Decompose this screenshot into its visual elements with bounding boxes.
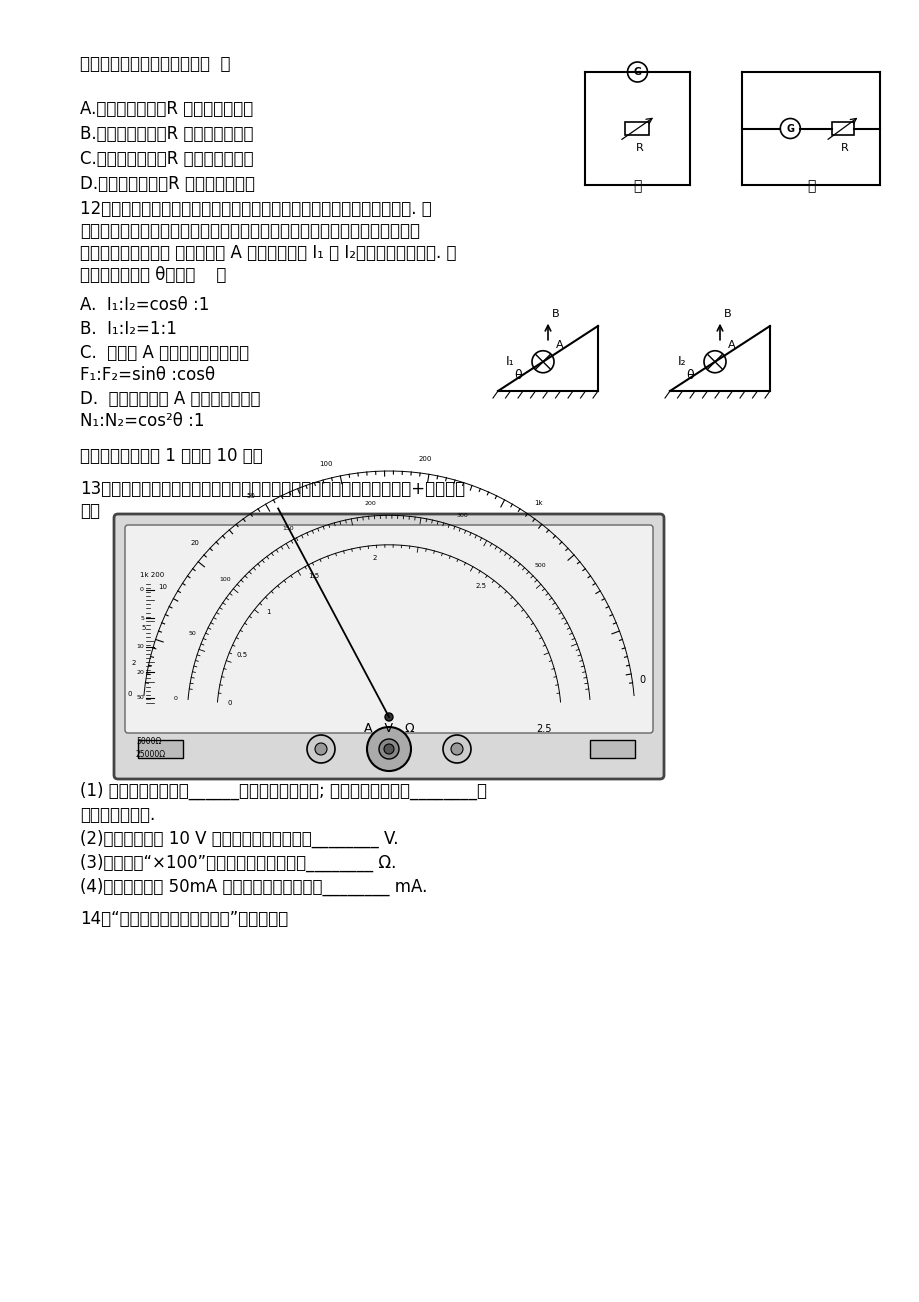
Text: 13、如图为一正在测量中的多用电表盘，使用时红表笔插入多用表的正（+）插孔，: 13、如图为一正在测量中的多用电表盘，使用时红表笔插入多用表的正（+）插孔， — [80, 480, 465, 497]
Circle shape — [443, 736, 471, 763]
Text: 们所在空间有磁感应强度大小相等的匀强磁场，但方向不同，一次垂直斜面向: 们所在空间有磁感应强度大小相等的匀强磁场，但方向不同，一次垂直斜面向 — [80, 223, 420, 240]
Text: 三、实验题（每空 1 分，共 10 分）: 三、实验题（每空 1 分，共 10 分） — [80, 447, 263, 465]
Text: 20: 20 — [190, 539, 199, 546]
Text: 100: 100 — [219, 577, 231, 582]
Text: 150: 150 — [282, 526, 294, 530]
FancyBboxPatch shape — [125, 525, 652, 733]
Text: 2: 2 — [372, 555, 377, 561]
Circle shape — [379, 740, 399, 759]
Text: 50: 50 — [187, 631, 196, 635]
Text: N₁:N₂=cos²θ :1: N₁:N₂=cos²θ :1 — [80, 411, 204, 430]
Circle shape — [314, 743, 326, 755]
Text: 14、“测定电池的电动势和内阵”的实验中：: 14、“测定电池的电动势和内阵”的实验中： — [80, 910, 288, 928]
Text: 25000Ω: 25000Ω — [136, 750, 166, 759]
Text: θ: θ — [686, 368, 693, 381]
Text: 知斜面的倾角为 θ，则（    ）: 知斜面的倾角为 θ，则（ ） — [80, 266, 226, 284]
Text: I₂: I₂ — [676, 355, 686, 368]
Text: 1k: 1k — [534, 500, 542, 506]
Text: R: R — [635, 143, 642, 154]
Text: A: A — [727, 340, 735, 350]
Circle shape — [307, 736, 335, 763]
Text: B.  I₁:I₂=1:1: B. I₁:I₂=1:1 — [80, 320, 176, 339]
Text: 笔流入多用电表.: 笔流入多用电表. — [80, 806, 155, 824]
Text: I₁: I₁ — [505, 355, 514, 368]
Text: 200: 200 — [364, 501, 376, 506]
Text: 200: 200 — [418, 456, 432, 462]
Text: 2.5: 2.5 — [475, 583, 485, 589]
Bar — [138, 740, 183, 758]
Text: B.甲表是电流表，R 减小时量程减小: B.甲表是电流表，R 减小时量程减小 — [80, 125, 254, 143]
Text: 2.5: 2.5 — [536, 724, 551, 734]
Text: (4)如果是用直流 50mA 档测量电流，则读数为________ mA.: (4)如果是用直流 50mA 档测量电流，则读数为________ mA. — [80, 878, 427, 896]
Text: 0: 0 — [127, 691, 131, 698]
Circle shape — [367, 727, 411, 771]
Text: 5000Ω: 5000Ω — [136, 737, 161, 746]
Text: G: G — [786, 124, 793, 134]
Text: (2)如果是用直流 10 V 档测量电压，则读数为________ V.: (2)如果是用直流 10 V 档测量电压，则读数为________ V. — [80, 829, 398, 849]
Text: B: B — [723, 309, 731, 319]
Circle shape — [384, 713, 392, 721]
Text: C.乙表是电压表，R 减小时量程增大: C.乙表是电压表，R 减小时量程增大 — [80, 150, 254, 168]
Text: 5: 5 — [140, 616, 144, 621]
Text: 0: 0 — [140, 587, 144, 592]
Text: A.  I₁:I₂=cosθ :1: A. I₁:I₂=cosθ :1 — [80, 296, 210, 314]
Text: F₁:F₂=sinθ :cosθ: F₁:F₂=sinθ :cosθ — [80, 366, 215, 384]
Text: 12、在同一光滑斜面上放同一导体棒，右、如图所示是两种情况的剖面图. 它: 12、在同一光滑斜面上放同一导体棒，右、如图所示是两种情况的剖面图. 它 — [80, 201, 431, 217]
Text: 300: 300 — [456, 513, 468, 518]
Text: 50: 50 — [246, 493, 255, 499]
Text: 上，另一次竖直向上 两次导体棒 A 分别通有电流 I₁ 和 I₂，都处于静止平衡. 已: 上，另一次竖直向上 两次导体棒 A 分别通有电流 I₁ 和 I₂，都处于静止平衡… — [80, 243, 456, 262]
Text: 乙: 乙 — [806, 178, 814, 193]
Text: 2: 2 — [131, 660, 136, 665]
Text: R: R — [840, 143, 847, 154]
Text: A.甲表是电流表，R 减小时量程增大: A.甲表是电流表，R 减小时量程增大 — [80, 100, 253, 118]
Circle shape — [703, 350, 725, 372]
Text: 0: 0 — [227, 700, 232, 706]
Circle shape — [383, 743, 393, 754]
Text: θ: θ — [514, 368, 521, 381]
Text: 0.5: 0.5 — [236, 651, 247, 658]
Bar — [589, 740, 634, 758]
Text: 100: 100 — [319, 461, 333, 467]
Text: A: A — [555, 340, 563, 350]
Text: D.  斜面对导体棒 A 的弹力大小之比: D. 斜面对导体棒 A 的弹力大小之比 — [80, 391, 260, 408]
Circle shape — [450, 743, 462, 755]
Text: 20: 20 — [136, 669, 144, 674]
Text: 50: 50 — [136, 695, 144, 700]
Text: 0: 0 — [174, 695, 177, 700]
Text: (1) 测电阵时，电流从______表笔流出多用电表; 测电压时，电流从________表: (1) 测电阵时，电流从______表笔流出多用电表; 测电压时，电流从____… — [80, 783, 486, 801]
Text: (3)如果是用“×100”档测量电阵，则读数为________ Ω.: (3)如果是用“×100”档测量电阵，则读数为________ Ω. — [80, 854, 396, 872]
Text: 1.5: 1.5 — [308, 573, 319, 579]
Text: 500: 500 — [534, 564, 546, 568]
Text: A   V   Ω: A V Ω — [363, 723, 414, 736]
Text: 1: 1 — [266, 609, 270, 615]
Circle shape — [531, 350, 553, 372]
Text: 5: 5 — [142, 625, 146, 631]
Text: 1k 200: 1k 200 — [140, 572, 165, 578]
Text: 10: 10 — [136, 644, 144, 648]
Text: C.  导体棒 A 所受安培力大小之比: C. 导体棒 A 所受安培力大小之比 — [80, 344, 249, 362]
Text: G: G — [633, 66, 641, 77]
Text: B: B — [551, 309, 559, 319]
Text: 则：: 则： — [80, 503, 100, 519]
FancyBboxPatch shape — [114, 514, 664, 779]
Text: 10: 10 — [158, 583, 167, 590]
Bar — [831, 122, 853, 135]
Text: 甲: 甲 — [632, 178, 641, 193]
Text: D.乙表是电压表，R 减小时量程减小: D.乙表是电压表，R 减小时量程减小 — [80, 174, 255, 193]
Bar — [625, 122, 649, 135]
Text: 而成的，下列说法正确的是（  ）: 而成的，下列说法正确的是（ ） — [80, 55, 231, 73]
Text: 0: 0 — [638, 676, 644, 685]
